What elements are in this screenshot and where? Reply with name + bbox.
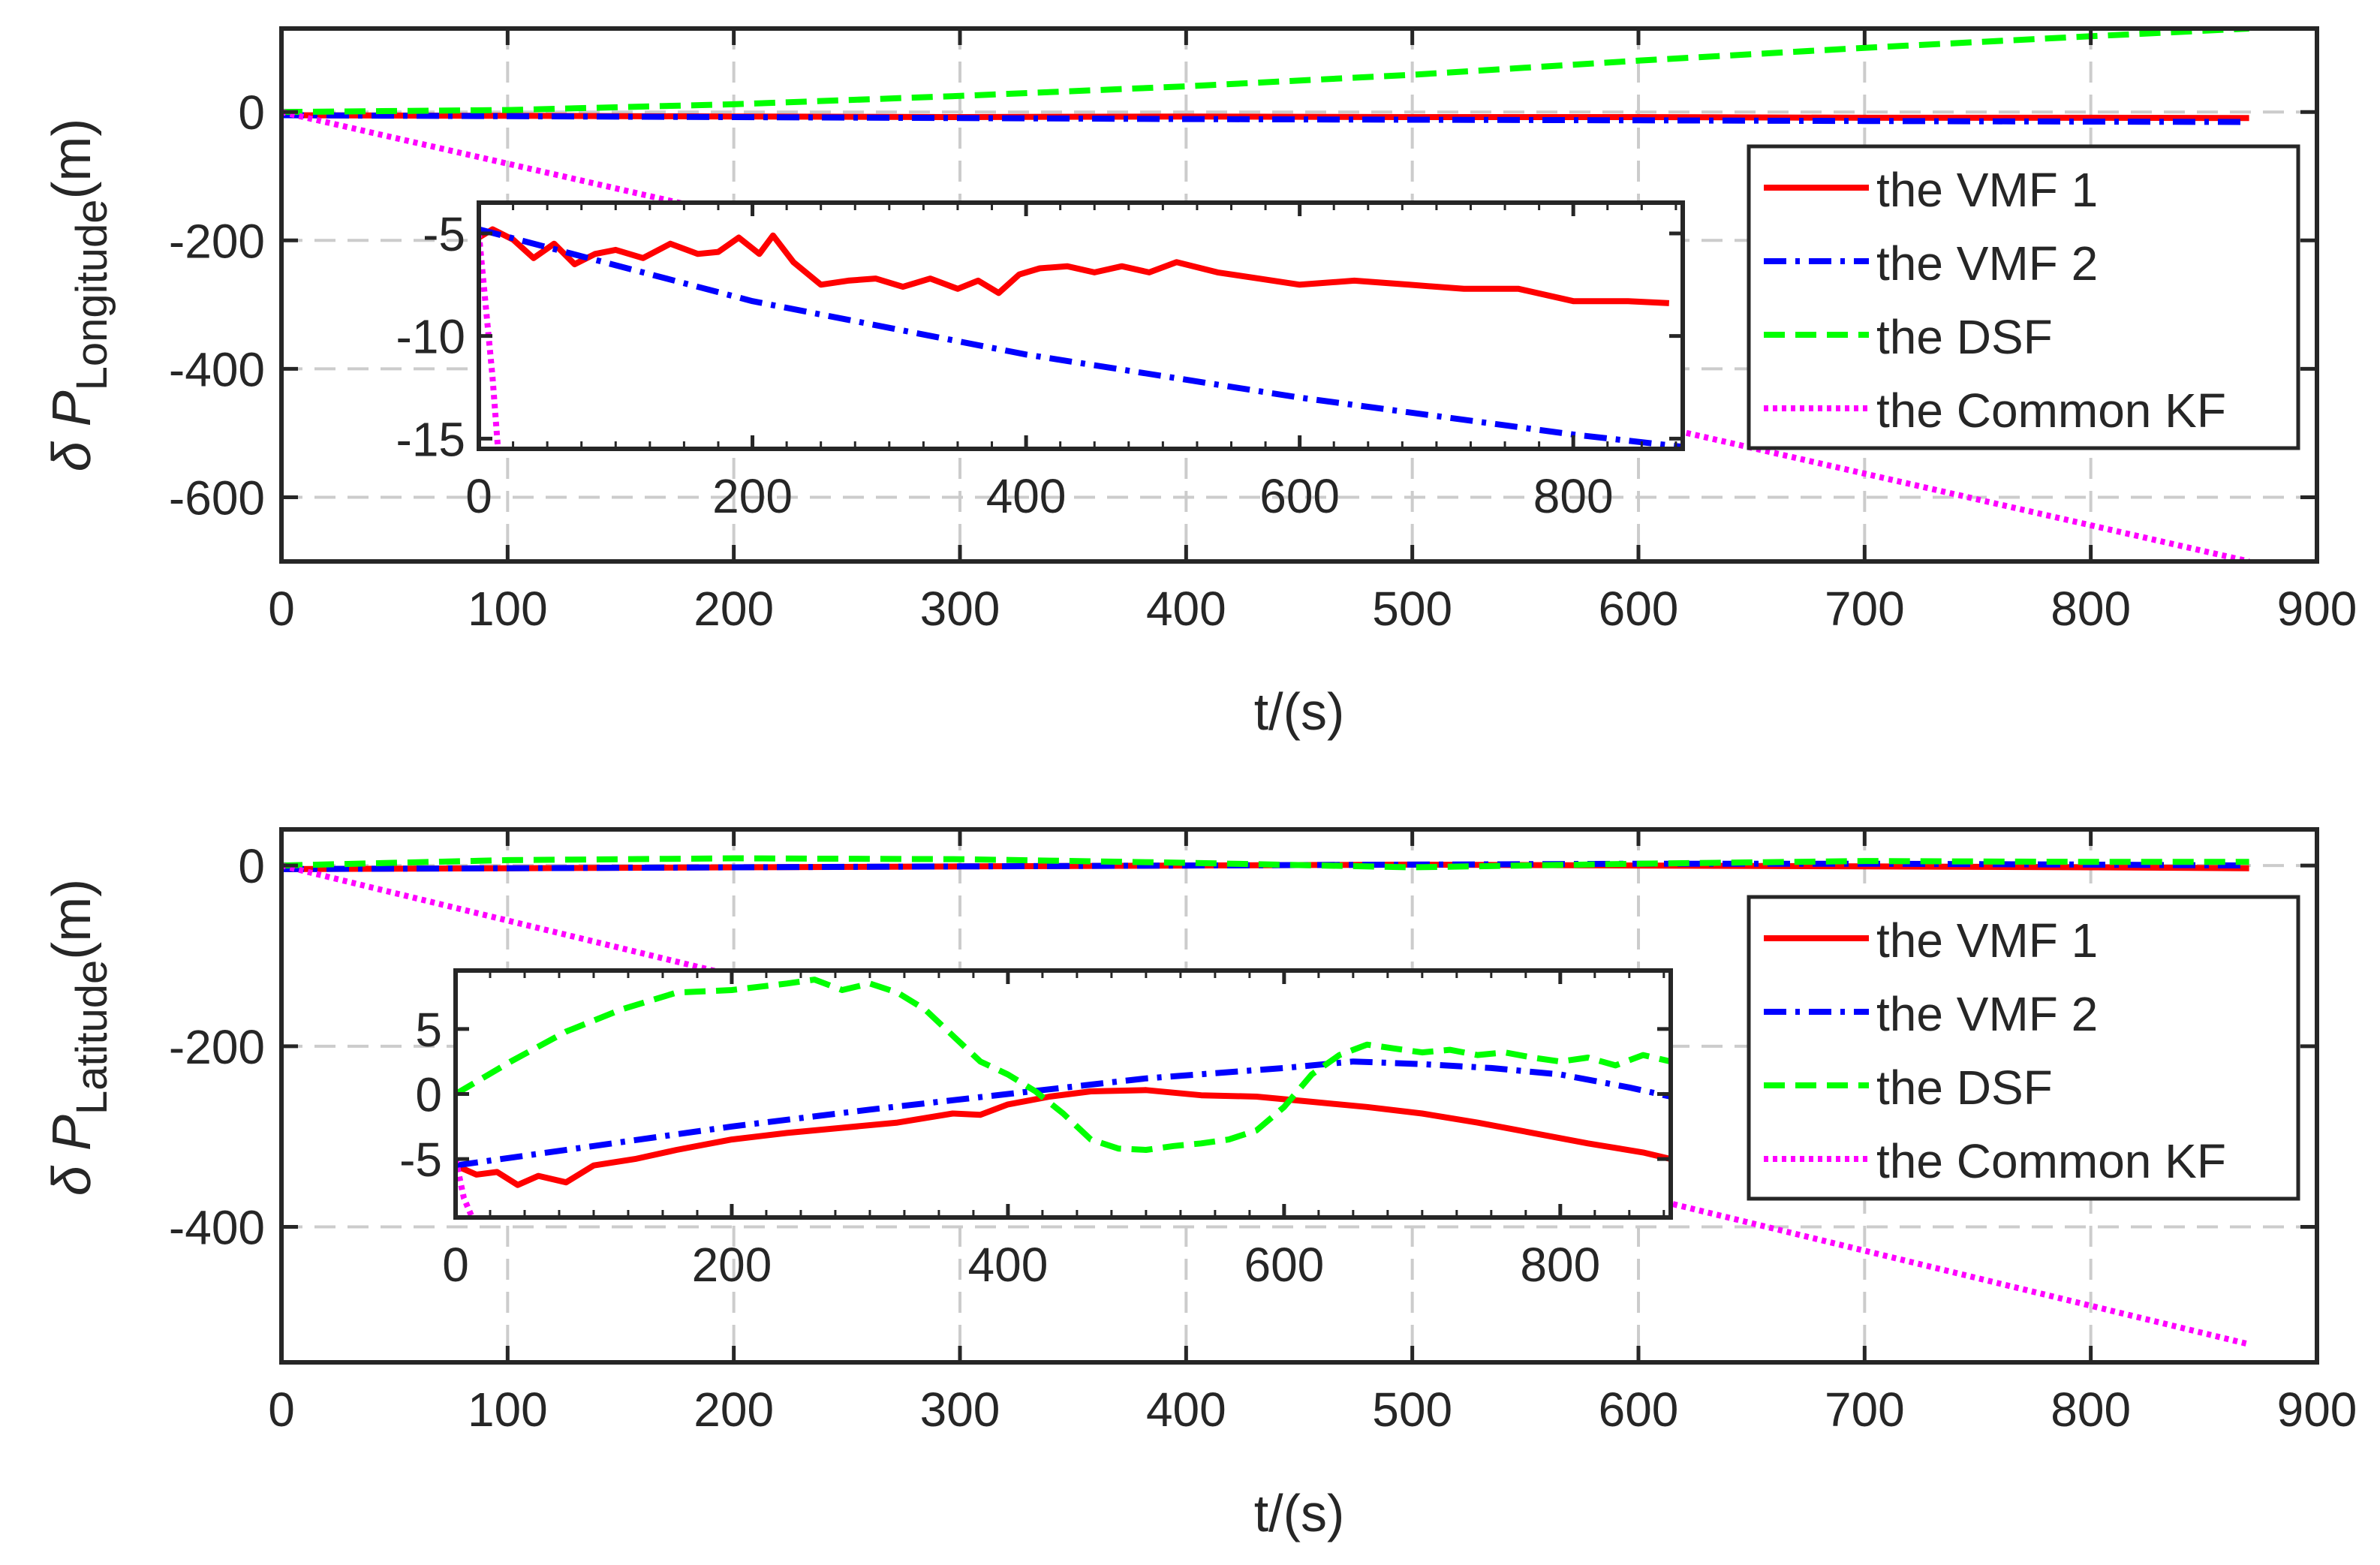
inset-ticks: 0 200 400 600 800 -15 -10 -5 xyxy=(396,203,1683,523)
y-tick-label: -400 xyxy=(169,342,265,396)
y-axis-label-subscript: Latitude xyxy=(68,960,116,1115)
x-tick-label: 900 xyxy=(2277,582,2357,636)
legend-label-vmf2: the VMF 2 xyxy=(1876,236,2098,290)
legend-label-vmf2: the VMF 2 xyxy=(1876,987,2098,1041)
legend-label-vmf1: the VMF 1 xyxy=(1876,913,2098,968)
series-line-dsf xyxy=(281,29,2249,116)
legend-item-vmf1: the VMF 1 xyxy=(1764,913,2098,968)
y-axis-label: δ PLatitude(m) xyxy=(42,879,116,1196)
x-tick-label: 300 xyxy=(920,1383,1000,1437)
legend-item-dsf: the DSF xyxy=(1764,1061,2053,1115)
y-tick-label: -400 xyxy=(169,1200,265,1254)
inset-y-tick-label: 0 xyxy=(415,1068,442,1122)
inset-y-tick-label: -5 xyxy=(399,1133,442,1187)
x-tick-label: 100 xyxy=(468,582,548,636)
inset-x-tick-label: 600 xyxy=(1244,1238,1324,1292)
inset-y-tick-label: -10 xyxy=(396,310,466,364)
inset-plot: 0 200 400 600 800-505 xyxy=(399,968,1673,1292)
x-tick-label: 700 xyxy=(1825,1383,1905,1437)
series-line-kf xyxy=(479,233,501,449)
legend-label-kf: the Common KF xyxy=(1876,1134,2226,1188)
x-tick-label: 200 xyxy=(694,1383,774,1437)
x-axis-label: t/(s) xyxy=(1254,682,1345,741)
legend-box xyxy=(1747,895,2300,1201)
x-axis-label: t/(s) xyxy=(1254,1484,1345,1542)
inset-plot: 0 200 400 600 800 -15 -10 -5 xyxy=(396,200,1685,523)
legend-label-dsf: the DSF xyxy=(1876,1061,2053,1115)
legend-box xyxy=(1747,144,2300,450)
inset-x-tick-label: 200 xyxy=(692,1238,772,1292)
inset-x-tick-label: 800 xyxy=(1520,1238,1600,1292)
x-tick-label: 300 xyxy=(920,582,1000,636)
axis-ticks: 0 100 200 300 400 500 600 700 800 900 -600 -400 -200… xyxy=(169,29,2357,636)
inset-x-tick-label: 400 xyxy=(986,469,1067,523)
x-tick-label: 800 xyxy=(2051,582,2131,636)
series-line-vmf2 xyxy=(456,1058,1671,1169)
inset-series xyxy=(456,977,1671,1217)
inset-x-tick-label: 400 xyxy=(968,1238,1049,1292)
x-tick-label: 500 xyxy=(1372,582,1452,636)
series-line-kf xyxy=(456,1158,475,1217)
y-axis-label-prefix: δ P xyxy=(42,1115,102,1196)
y-axis-label-units: (m) xyxy=(42,879,102,960)
x-tick-label: 600 xyxy=(1599,582,1679,636)
inset-y-tick-label: 5 xyxy=(415,1003,442,1057)
y-axis-label-prefix: δ P xyxy=(42,390,102,471)
plot-frame xyxy=(279,26,2319,564)
legend-label-vmf1: the VMF 1 xyxy=(1876,163,2098,217)
legend-label-dsf: the DSF xyxy=(1876,310,2053,364)
y-axis-label-subscript: Longitude xyxy=(68,200,116,391)
inset-x-tick-label: 600 xyxy=(1259,469,1340,523)
legend-item-kf: the Common KF xyxy=(1764,1134,2226,1188)
y-tick-label: 0 xyxy=(238,839,265,893)
series-line-vmf2 xyxy=(479,226,1683,449)
inset-x-tick-label: 0 xyxy=(465,469,492,523)
inset-y-tick-label: -5 xyxy=(423,207,465,261)
series-line-vmf1 xyxy=(456,1087,1671,1188)
y-tick-label: -200 xyxy=(169,1020,265,1074)
inset-x-tick-label: 200 xyxy=(712,469,793,523)
plot-frame xyxy=(279,827,2319,1365)
legend-item-vmf2: the VMF 2 xyxy=(1764,236,2098,290)
inset-background xyxy=(479,203,1683,449)
x-tick-label: 900 xyxy=(2277,1383,2357,1437)
x-tick-label: 0 xyxy=(268,582,295,636)
legend-label-kf: the Common KF xyxy=(1876,384,2226,438)
y-tick-label: -200 xyxy=(169,214,265,268)
inset-y-tick-label: -15 xyxy=(396,412,466,466)
x-tick-label: 200 xyxy=(694,582,774,636)
legend-item-vmf1: the VMF 1 xyxy=(1764,163,2098,217)
x-tick-label: 400 xyxy=(1146,582,1226,636)
inset-series xyxy=(479,226,1683,449)
y-tick-label: 0 xyxy=(238,86,265,140)
series-line-dsf xyxy=(456,977,1671,1153)
x-tick-label: 0 xyxy=(268,1383,295,1437)
y-axis-label-units: (m) xyxy=(42,119,102,200)
x-tick-label: 500 xyxy=(1372,1383,1452,1437)
x-tick-label: 700 xyxy=(1825,582,1905,636)
inset-frame xyxy=(477,200,1685,451)
x-tick-label: 400 xyxy=(1146,1383,1226,1437)
legend-item-dsf: the DSF xyxy=(1764,310,2053,364)
inset-x-tick-label: 800 xyxy=(1533,469,1614,523)
legend-item-vmf2: the VMF 2 xyxy=(1764,987,2098,1041)
inset-ticks: 0 200 400 600 800-505 xyxy=(399,971,1671,1292)
longitude-panel: 0 100 200 300 400 500 600 700 800 900 -600 -400 -200… xyxy=(42,26,2357,741)
legend-item-kf: the Common KF xyxy=(1764,384,2226,438)
legend: the VMF 1 the VMF 2 the DSF the Common K… xyxy=(1747,895,2300,1201)
x-tick-label: 100 xyxy=(468,1383,548,1437)
legend: the VMF 1 the VMF 2 the DSF the Common K… xyxy=(1747,144,2300,450)
y-tick-label: -600 xyxy=(169,471,265,525)
inset-x-tick-label: 0 xyxy=(442,1238,469,1292)
series-line-dsf xyxy=(281,855,2249,871)
series-line-vmf1 xyxy=(281,112,2249,122)
series-line-vmf1 xyxy=(479,226,1669,306)
x-tick-label: 800 xyxy=(2051,1383,2131,1437)
x-tick-label: 600 xyxy=(1599,1383,1679,1437)
y-axis-label: δ PLongitude(m) xyxy=(42,119,116,472)
